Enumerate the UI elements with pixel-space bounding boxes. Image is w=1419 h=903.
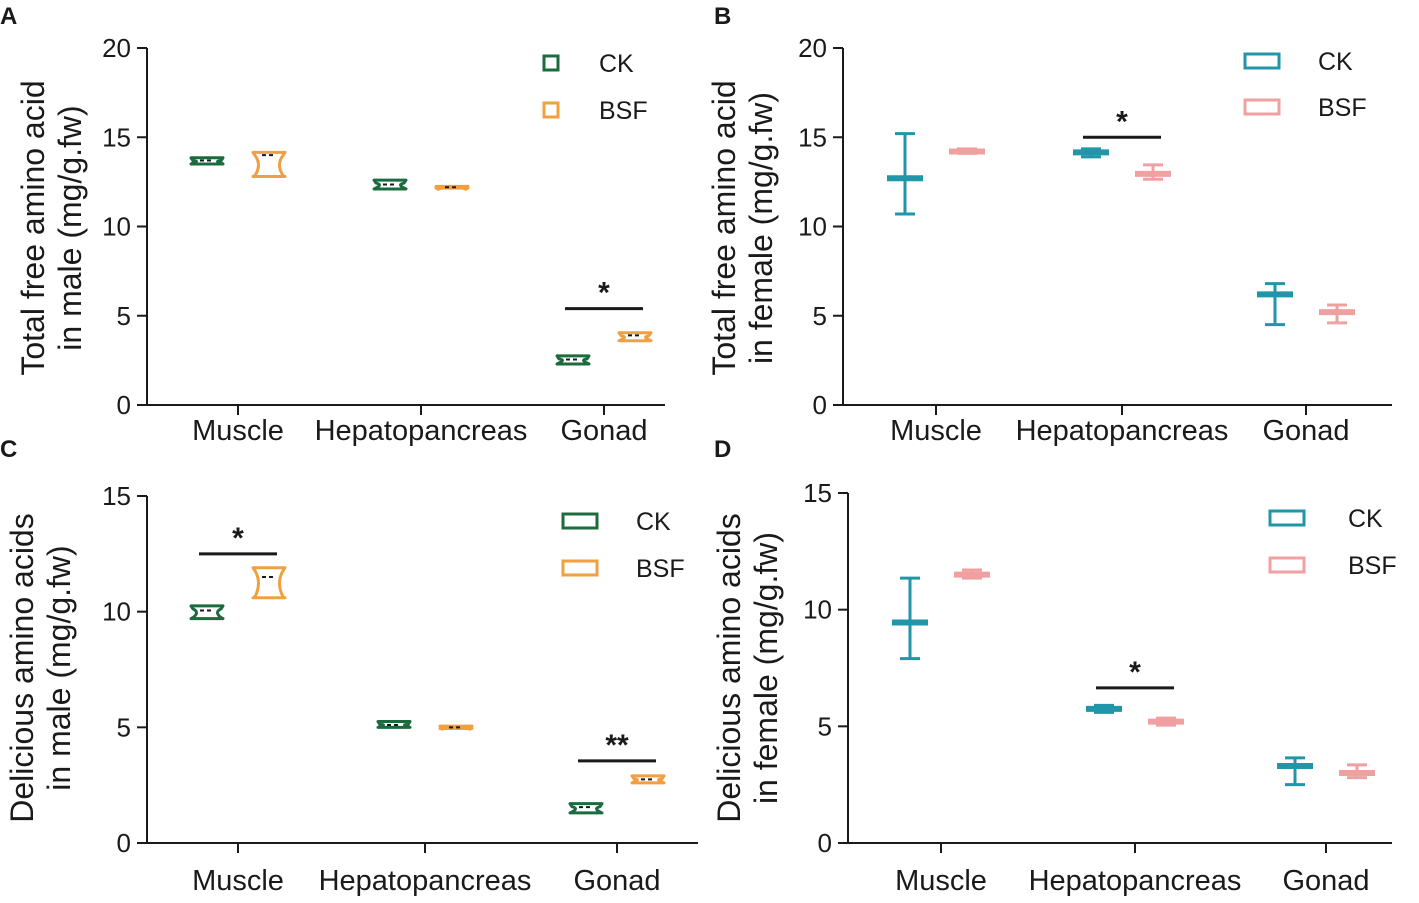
legend-swatch-bsf — [1268, 556, 1306, 574]
series-bsf — [251, 150, 653, 343]
legend-swatch-ck — [542, 54, 560, 72]
panel-letter: A — [0, 3, 17, 30]
y-tick-label: 15 — [803, 478, 832, 508]
legend-swatch-ck — [1243, 52, 1281, 70]
y-tick-label: 15 — [798, 122, 827, 152]
x-tick-label: Muscle — [192, 865, 284, 897]
y-tick-label: 5 — [818, 711, 832, 741]
x-tick-label: Hepatopancreas — [319, 865, 532, 897]
panel-c: C 0 5 10 15 Muscle Hepatopancreas Gonad Deliciou… — [0, 436, 698, 897]
y-axis-label: in male (mg/g.fw) — [41, 545, 77, 790]
y-tick-label: 5 — [117, 301, 131, 331]
x-tick-label: Gonad — [560, 415, 647, 447]
legend-label-ck: CK — [1318, 48, 1353, 76]
violin-mark — [617, 331, 653, 343]
x-tick-label: Muscle — [895, 865, 987, 897]
legend-label-ck: CK — [1348, 505, 1383, 533]
y-tick-label: 20 — [102, 33, 131, 63]
y-axis-label: Delicious amino acids — [4, 513, 40, 822]
y-tick-label: 5 — [117, 712, 131, 742]
violin-mark — [251, 566, 287, 600]
panel-b: B 0 5 10 15 20 Muscle Hepatopancreas Gonad Total … — [706, 3, 1392, 447]
panel-a: A 0 5 10 15 20 Muscle Hepatopancreas Gonad Total … — [0, 3, 665, 447]
legend-swatch-ck — [1268, 509, 1306, 527]
significance-label: ** — [605, 729, 629, 762]
x-tick-label: Gonad — [573, 865, 660, 897]
series-bsf — [251, 566, 666, 785]
y-axis-label: Total free amino acid — [706, 80, 742, 375]
y-axis-label: Total free amino acid — [15, 80, 51, 375]
y-axis-label: in female (mg/g.fw) — [748, 532, 784, 804]
panel-d: D 0 5 10 15 Muscle Hepatopancreas Gonad Deliciou… — [711, 436, 1397, 897]
legend-label-bsf: BSF — [636, 555, 685, 583]
series-bsf — [954, 568, 1375, 780]
significance-label: * — [232, 522, 244, 555]
x-tick-label: Muscle — [890, 415, 982, 447]
legend-label-bsf: BSF — [1318, 94, 1367, 122]
legend-label-bsf: BSF — [1348, 552, 1397, 580]
legend-swatch-bsf — [561, 559, 599, 577]
y-tick-label: 20 — [798, 33, 827, 63]
y-tick-label: 10 — [803, 595, 832, 625]
y-axis-label: Delicious amino acids — [711, 513, 747, 822]
x-tick-label: Hepatopancreas — [1029, 865, 1242, 897]
y-tick-label: 10 — [102, 597, 131, 627]
legend-label-ck: CK — [599, 50, 634, 78]
legend-swatch-bsf — [542, 101, 560, 119]
legend-label-bsf: BSF — [599, 97, 648, 125]
panel-letter: C — [0, 436, 17, 463]
y-tick-label: 15 — [102, 122, 131, 152]
x-tick-label: Hepatopancreas — [315, 415, 528, 447]
series-bsf — [949, 147, 1355, 325]
legend-swatch-bsf — [1243, 98, 1281, 116]
violin-mark — [251, 150, 287, 179]
violin-mark — [568, 802, 604, 815]
x-tick-label: Gonad — [1262, 415, 1349, 447]
significance-label: * — [1129, 656, 1141, 689]
y-axis-label: in male (mg/g.fw) — [52, 105, 88, 350]
series-ck — [189, 156, 591, 366]
panel-letter: B — [714, 3, 731, 30]
significance-label: * — [1116, 105, 1128, 138]
series-ck — [887, 132, 1293, 327]
x-tick-label: Hepatopancreas — [1016, 415, 1229, 447]
panel-letter: D — [714, 436, 731, 463]
y-tick-label: 15 — [102, 481, 131, 511]
y-tick-label: 0 — [117, 828, 131, 858]
series-ck — [189, 604, 604, 815]
y-tick-label: 10 — [798, 212, 827, 242]
violin-mark — [189, 604, 225, 621]
legend-swatch-ck — [561, 512, 599, 530]
y-tick-label: 0 — [813, 390, 827, 420]
legend-label-ck: CK — [636, 508, 671, 536]
x-tick-label: Muscle — [192, 415, 284, 447]
x-tick-label: Gonad — [1282, 865, 1369, 897]
y-tick-label: 5 — [813, 301, 827, 331]
y-tick-label: 0 — [117, 390, 131, 420]
y-axis-label: in female (mg/g.fw) — [743, 92, 779, 364]
y-tick-label: 10 — [102, 212, 131, 242]
significance-label: * — [598, 277, 610, 310]
series-ck — [892, 576, 1313, 787]
y-tick-label: 0 — [818, 828, 832, 858]
